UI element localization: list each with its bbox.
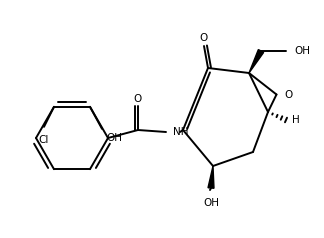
Text: OH: OH	[203, 198, 219, 208]
Text: O: O	[200, 33, 208, 43]
Text: OH: OH	[294, 46, 310, 56]
Polygon shape	[249, 50, 264, 73]
Text: Cl: Cl	[39, 135, 49, 145]
Text: O: O	[134, 94, 142, 104]
Text: H: H	[292, 115, 300, 125]
Polygon shape	[208, 166, 214, 188]
Text: O: O	[284, 89, 293, 99]
Text: OH: OH	[106, 133, 122, 143]
Text: NH: NH	[173, 127, 189, 137]
